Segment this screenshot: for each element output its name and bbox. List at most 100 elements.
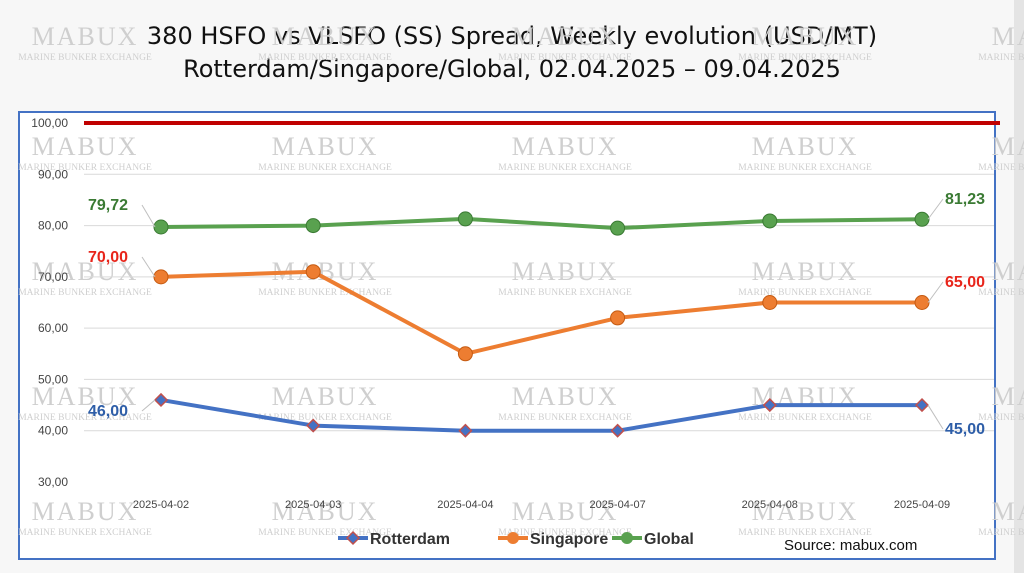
point-global [610, 220, 626, 236]
watermark-tagline: MARINE BUNKER EXCHANGE [498, 53, 632, 63]
point-rotterdam [458, 423, 473, 438]
watermark-tagline: MARINE BUNKER EXCHANGE [18, 163, 152, 173]
watermark-tagline: MARINE BUNKER EXCHANGE [258, 413, 392, 423]
watermark-tagline: MARINE BUNKER EXCHANGE [258, 163, 392, 173]
watermark-tagline: MARINE BUNKER EXCHANGE [738, 53, 872, 63]
watermark-brand: MABUX [272, 382, 379, 411]
legend-marker-global [621, 532, 633, 544]
watermark-tagline: MARINE BUNKER EXCHANGE [738, 163, 872, 173]
legend-label-global: Global [644, 531, 694, 548]
watermark-tagline: MARINE BUNKER EXCHANGE [978, 528, 1024, 538]
series-line-rotterdam [160, 397, 922, 433]
point-singapore [305, 264, 321, 280]
point-rotterdam [762, 398, 777, 413]
leader-line-rotterdam [927, 404, 944, 430]
leader-line-rotterdam [141, 399, 156, 412]
leader-line-global [141, 204, 156, 228]
watermark-tagline: MARINE BUNKER EXCHANGE [18, 528, 152, 538]
leader-line-singapore [927, 281, 944, 303]
watermark-tagline: MARINE BUNKER EXCHANGE [498, 528, 632, 538]
data-label-rotterdam-last: 45,00 [945, 421, 985, 438]
watermark-tagline: MARINE BUNKER EXCHANGE [978, 53, 1024, 63]
y-tick-label: 80,00 [38, 219, 68, 233]
y-tick-label: 70,00 [38, 270, 68, 284]
point-rotterdam [914, 398, 930, 413]
watermark-brand: MABUX [32, 382, 139, 411]
y-axis-ticks: 30,00 40,00 50,00 60,00 70,00 80,00 90,00 100,0… [31, 116, 68, 489]
chart-title-line2: Rotterdam/Singapore/Global, 02.04.2025 –… [183, 55, 841, 83]
data-labels: 46,00 45,00 70,00 65,00 79,72 81,23 [88, 191, 985, 438]
x-tick-label: 2025-04-03 [285, 499, 341, 511]
source-note: Source: mabux.com [784, 537, 918, 554]
y-tick-label: 100,00 [31, 116, 68, 130]
watermark-brand: MABUX [992, 132, 1024, 161]
watermark-brand: MABUX [512, 132, 619, 161]
x-tick-label: 2025-04-04 [437, 499, 493, 511]
chart-title-line1: 380 HSFO vs VLSFO (SS) Spread, Weekly ev… [146, 22, 878, 50]
watermark-tagline: MARINE BUNKER EXCHANGE [498, 288, 632, 298]
watermark-brand: MABUX [752, 257, 859, 286]
x-tick-label: 2025-04-08 [742, 499, 798, 511]
point-global [914, 211, 930, 227]
x-tick-label: 2025-04-02 [133, 499, 189, 511]
watermark-tagline: MARINE BUNKER EXCHANGE [978, 413, 1024, 423]
data-label-global-last: 81,23 [945, 191, 985, 208]
point-rotterdam [306, 418, 321, 433]
point-rotterdam [153, 392, 169, 408]
gridlines [84, 173, 994, 432]
point-singapore [610, 310, 626, 326]
point-rotterdam [610, 423, 625, 438]
watermark-brand: MABUX [512, 497, 619, 526]
watermark-tagline: MARINE BUNKER EXCHANGE [498, 413, 632, 423]
watermark-brand: MABUX [32, 257, 139, 286]
watermark-brand: MABUX [992, 497, 1024, 526]
watermark-brand: MABUX [512, 257, 619, 286]
watermark-tagline: MARINE BUNKER EXCHANGE [18, 53, 152, 63]
legend-label-rotterdam: Rotterdam [370, 531, 450, 548]
watermark-brand: MABUX [32, 22, 139, 51]
point-singapore [914, 295, 930, 310]
watermark-tagline: MARINE BUNKER EXCHANGE [738, 288, 872, 298]
watermark-brand: MABUX [992, 382, 1024, 411]
series-line-global [160, 216, 923, 231]
watermark-brand: MABUX [992, 22, 1024, 51]
point-global [762, 213, 778, 229]
watermark-tagline: MARINE BUNKER EXCHANGE [258, 288, 392, 298]
point-global [305, 218, 321, 234]
plot-area-frame [18, 111, 996, 560]
watermark-tagline: MARINE BUNKER EXCHANGE [498, 163, 632, 173]
watermark-layer: MABUX MARINE BUNKER EXCHANGE MABUX MARINE B… [18, 22, 1024, 538]
legend-marker-rotterdam [345, 530, 361, 546]
chart-title: 380 HSFO vs VLSFO (SS) Spread, Weekly ev… [0, 20, 1024, 86]
point-singapore [153, 269, 169, 285]
point-global [457, 211, 473, 227]
right-edge-strip [1014, 0, 1024, 573]
watermark-tagline: MARINE BUNKER EXCHANGE [258, 53, 392, 63]
legend: Rotterdam Singapore Global [338, 530, 694, 548]
watermark-brand: MABUX [512, 22, 619, 51]
watermark-tagline: MARINE BUNKER EXCHANGE [978, 163, 1024, 173]
watermark-brand: MABUX [272, 497, 379, 526]
watermark-brand: MABUX [512, 382, 619, 411]
watermark-brand: MABUX [752, 132, 859, 161]
point-singapore [762, 295, 778, 310]
watermark-tagline: MARINE BUNKER EXCHANGE [738, 528, 872, 538]
point-singapore [457, 346, 473, 362]
data-label-global-first: 79,72 [88, 197, 128, 214]
watermark-brand: MABUX [32, 497, 139, 526]
watermark-brand: MABUX [272, 132, 379, 161]
point-global [153, 219, 169, 235]
x-axis-ticks: 2025-04-02 2025-04-03 2025-04-04 2025-04-07… [133, 499, 950, 511]
series-layer [153, 211, 930, 438]
watermark-tagline: MARINE BUNKER EXCHANGE [258, 528, 392, 538]
x-tick-label: 2025-04-07 [589, 499, 645, 511]
y-tick-label: 50,00 [38, 372, 68, 386]
data-label-singapore-last: 65,00 [945, 274, 985, 291]
watermark-brand: MABUX [32, 132, 139, 161]
watermark-tagline: MARINE BUNKER EXCHANGE [978, 288, 1024, 298]
data-label-rotterdam-first: 46,00 [88, 403, 128, 420]
watermark-tagline: MARINE BUNKER EXCHANGE [18, 288, 152, 298]
watermark-tagline: MARINE BUNKER EXCHANGE [738, 413, 872, 423]
data-label-singapore-first: 70,00 [88, 249, 128, 266]
